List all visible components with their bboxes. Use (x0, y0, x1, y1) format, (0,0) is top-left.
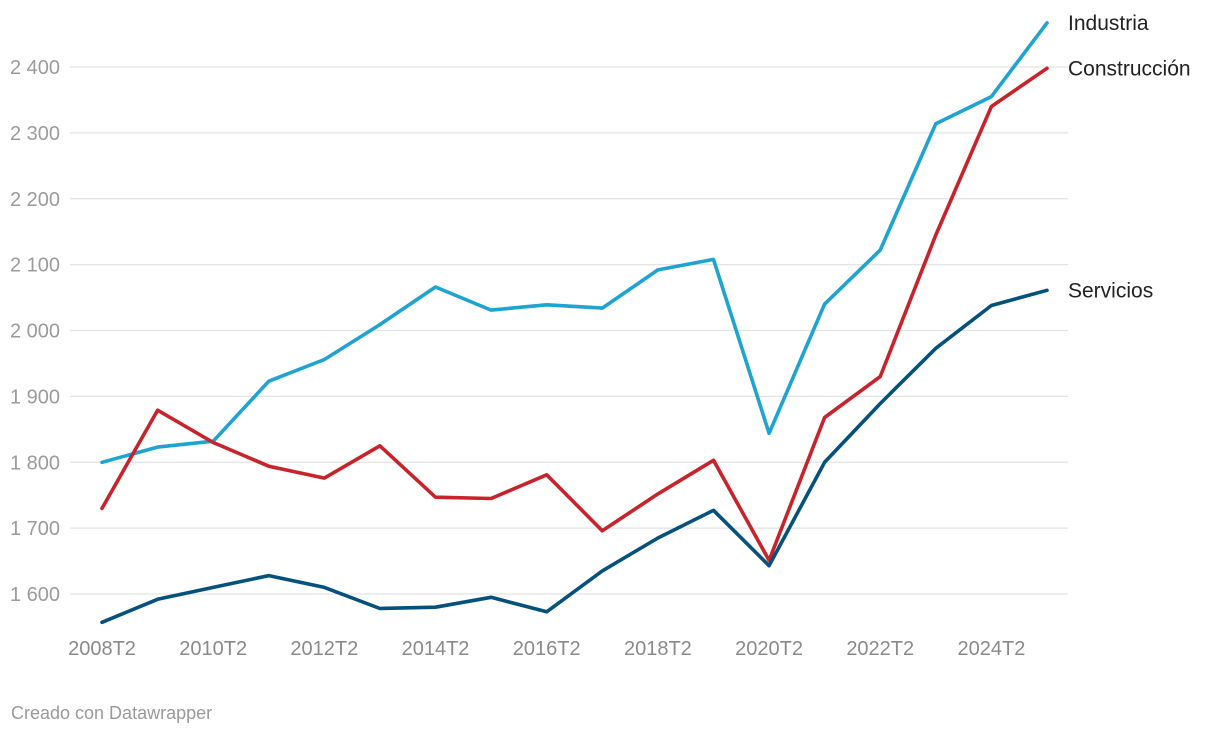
series-line-construccion (100, 66, 1049, 563)
series-label-industria: Industria (1068, 12, 1149, 35)
x-tick-label: 2012T2 (290, 638, 358, 660)
x-tick-label: 2016T2 (513, 638, 581, 660)
x-tick-label: 2020T2 (735, 638, 803, 660)
x-tick-label: 2022T2 (846, 638, 914, 660)
y-tick-label: 1 700 (10, 518, 60, 540)
y-tick-label: 2 000 (10, 321, 60, 343)
x-axis-ticks: 2008T2 2010T2 2012T2 2014T2 2016T2 2018T2 2020… (68, 638, 1025, 660)
y-tick-label: 1 800 (10, 452, 60, 474)
y-axis-ticks: 1 600 1 700 1 800 1 900 2 000 2 100 2 200 2 300… (10, 57, 60, 606)
series-line-industria (100, 21, 1049, 465)
series-lines (100, 21, 1049, 625)
y-tick-label: 2 200 (10, 189, 60, 211)
series-label-servicios: Servicios (1068, 279, 1153, 302)
x-tick-label: 2024T2 (957, 638, 1025, 660)
gridlines (70, 66, 1068, 595)
x-tick-label: 2018T2 (624, 638, 692, 660)
series-label-construccion: Construcción (1068, 57, 1191, 80)
y-tick-label: 2 300 (10, 123, 60, 145)
line-chart: 1 600 1 700 1 800 1 900 2 000 2 100 2 200 2 300… (10, 12, 1191, 660)
y-tick-label: 1 600 (10, 584, 60, 606)
y-tick-label: 2 100 (10, 255, 60, 277)
y-tick-label: 1 900 (10, 386, 60, 408)
x-tick-label: 2008T2 (68, 638, 136, 660)
y-tick-label: 2 400 (10, 57, 60, 79)
x-tick-label: 2014T2 (402, 638, 470, 660)
series-line-servicios (100, 288, 1049, 625)
footer-credit: Creado con Datawrapper (11, 703, 213, 723)
series-labels: Industria Construcción Servicios (1068, 12, 1191, 302)
x-tick-label: 2010T2 (179, 638, 247, 660)
